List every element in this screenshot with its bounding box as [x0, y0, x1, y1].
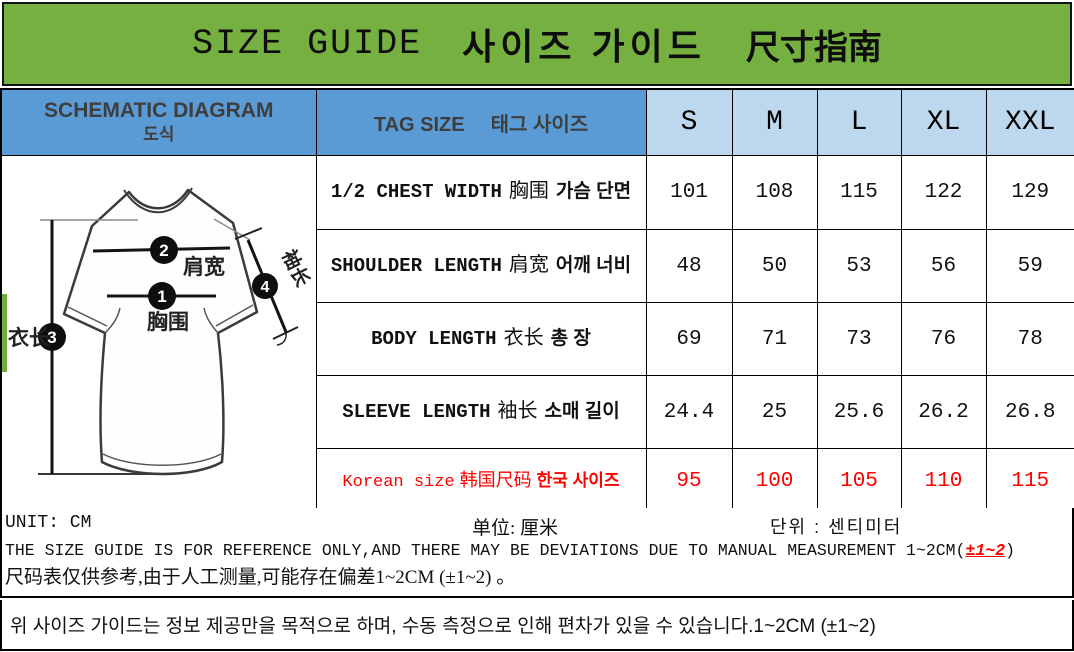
table-row: SLEEVE LENGTH 袖长 소매 길이 24.4 25 25.6 26.2 2… — [1, 375, 1074, 449]
disclaimer-korean: 위 사이즈 가이드는 정보 제공만을 목적으로 하며, 수동 측정으로 인해 편… — [10, 616, 876, 637]
korean-size-value-s: 95 — [645, 447, 733, 516]
chest-value-xxl: 129 — [985, 154, 1074, 230]
marker-number-4: 4 — [261, 279, 270, 296]
schematic-diagram-cell: 2 1 3 4 肩宽 胸围 衣长 袖长 — [0, 154, 317, 515]
sleeve-value-l: 25.6 — [816, 375, 902, 449]
tshirt-right-underarm-seam — [203, 307, 219, 333]
tshirt-left-underarm-seam — [104, 307, 121, 334]
chest-value-xl: 122 — [900, 154, 987, 230]
unit-english: UNIT: CM — [5, 513, 92, 533]
shoulder-value-xl: 56 — [900, 228, 987, 304]
sleeve-end-hook — [276, 331, 287, 346]
chest-value-l: 115 — [816, 154, 902, 230]
korean-size-value-xxl: 115 — [985, 447, 1074, 516]
marker-circle-3 — [38, 322, 66, 351]
marker-circle-1 — [148, 281, 176, 310]
tag-size-header-en: TAG SIZE — [373, 113, 465, 136]
table-row: 2 1 3 4 肩宽 胸围 衣长 袖长 1/2 CHEST WIDTH 胸围 가슴 … — [0, 154, 1074, 515]
table-row: Korean size 韩国尺码 한국 사이즈 95 100 105 110 115 — [1, 447, 1074, 516]
unit-korean: 단위 : 센티미터 — [770, 517, 903, 537]
tshirt-hem-line — [102, 452, 222, 466]
size-col-header-m: M — [731, 88, 818, 156]
shoulder-value-s: 48 — [645, 228, 733, 304]
size-col-header-xl: XL — [900, 88, 987, 156]
marker-number-1: 1 — [157, 287, 166, 306]
tshirt-measurement-diagram: 2 1 3 4 肩宽 胸围 衣长 袖长 — [8, 187, 315, 475]
tshirt-left-cuff-line — [67, 305, 108, 327]
sleeve-top-tick — [234, 226, 263, 240]
chest-value-s: 101 — [645, 154, 733, 230]
body-length-value-l: 73 — [816, 302, 902, 377]
table-row: BODY LENGTH 衣长 총 장 69 71 73 76 78 — [1, 302, 1074, 377]
title-english: SIZE GUIDE — [192, 24, 423, 64]
sleeve-value-s: 24.4 — [645, 375, 733, 449]
shoulder-width-label: 肩宽 — [183, 255, 225, 279]
size-col-header-s: S — [645, 88, 733, 156]
body-length-value-xl: 76 — [900, 302, 987, 377]
sleeve-value-xxl: 26.8 — [985, 375, 1074, 449]
tshirt-outline — [62, 188, 259, 475]
row-label-chest-width: 1/2 CHEST WIDTH 胸围 가슴 단면 — [315, 154, 647, 230]
row-label-shoulder-length: SHOULDER LENGTH 肩宽 어깨 너비 — [315, 228, 647, 304]
korean-size-value-xl: 110 — [900, 447, 987, 516]
sleeve-value-xl: 26.2 — [900, 375, 987, 449]
schematic-header-en: SCHEMATIC DIAGRAM — [44, 99, 274, 123]
body-length-value-xxl: 78 — [985, 302, 1074, 377]
size-col-header-xxl: XXL — [985, 88, 1074, 156]
shoulder-value-m: 50 — [731, 228, 818, 304]
unit-chinese: 单位: 厘米 — [472, 518, 559, 539]
title-korean: 사이즈 가이드 — [462, 26, 706, 67]
row-label-body-length: BODY LENGTH 衣长 총 장 — [315, 302, 647, 377]
schematic-diagram-header: SCHEMATIC DIAGRAM 도식 — [0, 88, 317, 156]
disclaimer-chinese: 尺码表仅供参考,由于人工测量,可能存在偏差1~2CM (±1~2) 。 — [5, 567, 516, 588]
korean-size-value-m: 100 — [731, 447, 818, 516]
marker-circle-2 — [150, 235, 178, 264]
chest-value-m: 108 — [731, 154, 818, 230]
green-accent-bar — [2, 293, 7, 372]
table-header-row: SCHEMATIC DIAGRAM 도식 TAG SIZE 태그 사이즈 S M … — [0, 88, 1074, 156]
sleeve-value-m: 25 — [731, 375, 818, 449]
unit-line: UNIT: CM 单位: 厘米 단위 : 센티미터 — [2, 508, 1072, 539]
disclaimer-english: THE SIZE GUIDE IS FOR REFERENCE ONLY,AND… — [5, 541, 1015, 560]
body-length-value-s: 69 — [645, 302, 733, 377]
marker-number-2: 2 — [159, 241, 168, 260]
sleeve-length-label: 袖长 — [277, 246, 315, 291]
deviation-highlight: ±1~2 — [965, 541, 1006, 560]
tshirt-collar-line — [123, 187, 193, 213]
size-guide-table: SCHEMATIC DIAGRAM 도식 TAG SIZE 태그 사이즈 S M … — [0, 88, 1074, 516]
korean-size-value-l: 105 — [816, 447, 902, 516]
tshirt-right-cuff-line — [215, 303, 254, 327]
row-label-korean-size: Korean size 韩国尺码 한국 사이즈 — [315, 447, 647, 516]
marker-number-3: 3 — [47, 328, 56, 347]
marker-circle-4 — [252, 272, 278, 299]
body-length-value-m: 71 — [731, 302, 818, 377]
table-row: SHOULDER LENGTH 肩宽 어깨 너비 48 50 53 56 59 — [1, 228, 1074, 304]
size-guide-title-bar: SIZE GUIDE 사이즈 가이드 尺寸指南 — [2, 2, 1072, 86]
row-label-sleeve-length: SLEEVE LENGTH 袖长 소매 길이 — [315, 375, 647, 449]
measurement-note-box: UNIT: CM 单位: 厘米 단위 : 센티미터 THE SIZE GUIDE… — [0, 508, 1074, 598]
title-chinese: 尺寸指南 — [745, 29, 882, 67]
body-length-label: 衣长 — [8, 326, 51, 350]
chest-label: 胸围 — [147, 310, 189, 334]
disclaimer-korean-box: 위 사이즈 가이드는 정보 제공만을 목적으로 하며, 수동 측정으로 인해 편… — [0, 600, 1074, 651]
shoulder-value-xxl: 59 — [985, 228, 1074, 304]
schematic-header-ko: 도식 — [143, 125, 175, 145]
tag-size-header: TAG SIZE 태그 사이즈 — [315, 88, 647, 156]
sleeve-leader-line — [213, 217, 251, 241]
shoulder-value-l: 53 — [816, 228, 902, 304]
size-col-header-l: L — [816, 88, 902, 156]
tag-size-header-ko: 태그 사이즈 — [490, 113, 589, 136]
